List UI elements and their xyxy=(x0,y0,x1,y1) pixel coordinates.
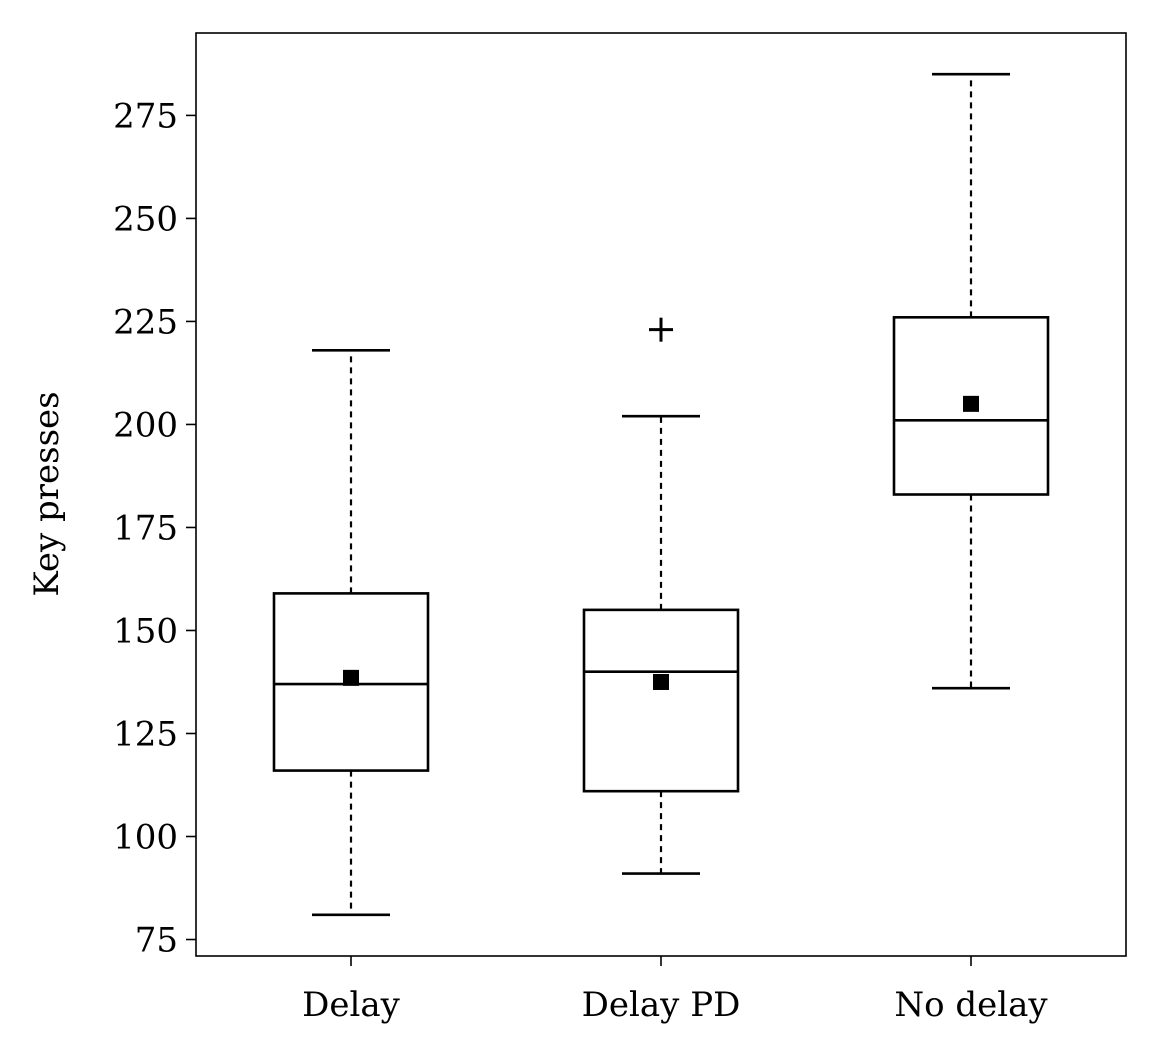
iqr-box xyxy=(582,608,740,793)
x-tick-label: No delay xyxy=(894,985,1048,1025)
mean-marker xyxy=(653,673,669,690)
y-tick-label: 150 xyxy=(113,611,178,651)
y-tick-label: 125 xyxy=(113,714,178,754)
y-tick-label: 75 xyxy=(135,921,178,961)
mean-marker xyxy=(963,395,979,412)
y-tick-label: 175 xyxy=(113,508,178,548)
y-tick-label: 225 xyxy=(113,302,178,342)
box-group-2 xyxy=(892,72,1050,690)
x-axis: Delay Delay PD No delay xyxy=(302,956,1048,1025)
y-tick-label: 250 xyxy=(113,199,178,239)
y-axis: 75 100 125 150 175 200 225 250 275 xyxy=(113,96,196,961)
y-tick-label: 275 xyxy=(113,96,178,136)
y-axis-label: Key presses xyxy=(27,391,67,596)
boxes-layer xyxy=(272,72,1050,917)
y-tick-label: 200 xyxy=(113,405,178,445)
x-tick-label: Delay PD xyxy=(582,985,741,1025)
x-tick-label: Delay xyxy=(302,985,401,1025)
y-tick-label: 100 xyxy=(113,818,178,858)
box-group-1 xyxy=(582,317,740,875)
box-group-0 xyxy=(272,348,430,917)
mean-marker xyxy=(343,669,359,686)
